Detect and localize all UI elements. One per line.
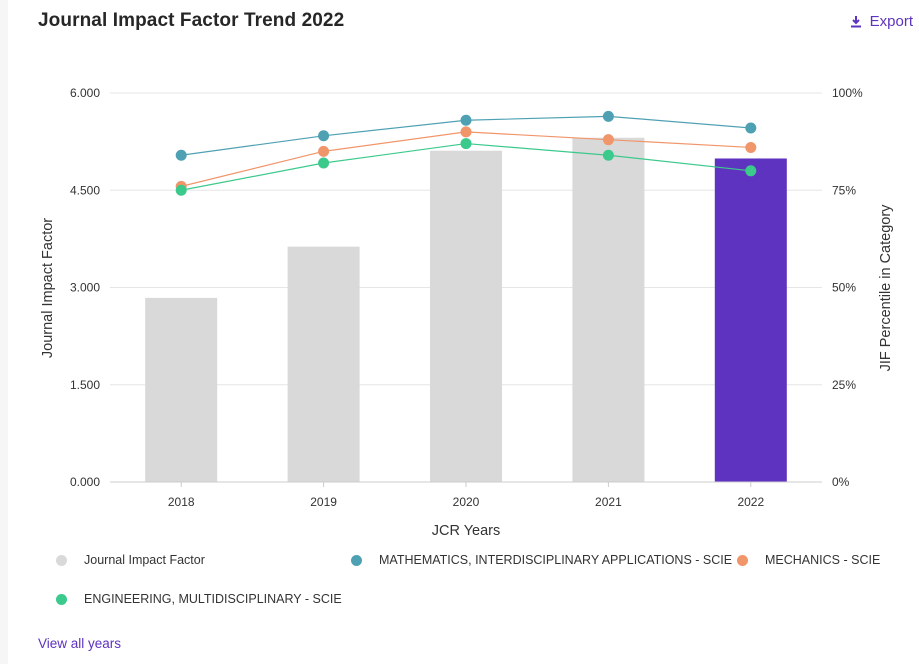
x-tick-label: 2018 [168, 495, 195, 509]
y2-tick-label: 0% [832, 475, 850, 489]
y-tick-label: 6.000 [70, 86, 100, 100]
export-label: Export [869, 13, 913, 30]
series-point-2-2018[interactable] [175, 184, 187, 196]
series-point-1-2019[interactable] [318, 145, 330, 157]
series-point-0-2019[interactable] [318, 130, 330, 142]
legend-dot [56, 554, 67, 566]
export-button[interactable]: Export [850, 13, 913, 30]
series-point-2-2019[interactable] [318, 157, 330, 169]
series-points [175, 110, 757, 196]
y-tick-label: 0.000 [70, 475, 100, 489]
y2-tick-label: 100% [832, 86, 863, 100]
legend-item-math[interactable]: MATHEMATICS, INTERDISCIPLINARY APPLICATI… [351, 553, 732, 567]
series-point-2-2022[interactable] [745, 165, 757, 177]
y2-tick-label: 50% [832, 281, 856, 295]
series-point-1-2020[interactable] [460, 126, 472, 138]
x-axis-label: JCR Years [432, 523, 501, 539]
y-tick-label: 4.500 [70, 183, 100, 197]
y2-tick-label: 75% [832, 183, 856, 197]
bar-2019[interactable] [287, 246, 360, 482]
series-point-0-2021[interactable] [602, 110, 614, 122]
series-point-0-2022[interactable] [745, 122, 757, 134]
x-tick-label: 2022 [737, 495, 764, 509]
bars [145, 137, 787, 483]
y-tick-label: 3.000 [70, 281, 100, 295]
legend-label: ENGINEERING, MULTIDISCIPLINARY - SCIE [84, 592, 342, 606]
legend-item-mechanics[interactable]: MECHANICS - SCIE [737, 553, 880, 567]
y-axis-label: Journal Impact Factor [40, 218, 56, 358]
bar-2018[interactable] [145, 297, 218, 482]
series-point-2-2020[interactable] [460, 138, 472, 150]
y-tick-label: 1.500 [70, 378, 100, 392]
x-tick-label: 2020 [453, 495, 480, 509]
legend-label: MECHANICS - SCIE [765, 553, 881, 567]
legend-dot [56, 593, 67, 605]
bar-2020[interactable] [430, 150, 502, 482]
series-point-0-2020[interactable] [460, 114, 472, 126]
series-point-1-2022[interactable] [745, 141, 757, 153]
legend-dot [737, 554, 748, 566]
axes: 0.000 1.500 3.000 4.500 6.000 0% 25% 50% 75% 100%… [70, 86, 863, 509]
legend-dot [351, 554, 362, 566]
x-tick-label: 2019 [310, 495, 337, 509]
download-icon [850, 15, 862, 28]
legend-label: MATHEMATICS, INTERDISCIPLINARY APPLICATI… [379, 553, 733, 567]
bar-2022[interactable] [714, 158, 787, 482]
view-all-years-link[interactable]: View all years [38, 636, 122, 651]
chart-title: Journal Impact Factor Trend 2022 [38, 10, 345, 31]
y2-tick-label: 25% [832, 378, 856, 392]
y2-axis-label: JIF Percentile in Category [878, 204, 894, 372]
series-point-2-2021[interactable] [602, 149, 614, 161]
left-gutter [0, 0, 8, 664]
bar-2021[interactable] [572, 137, 645, 483]
chart-canvas: 0.000 1.500 3.000 4.500 6.000 0% 25% 50% 75% 100%… [40, 86, 894, 539]
x-tick-label: 2021 [595, 495, 622, 509]
series-point-0-2018[interactable] [175, 149, 187, 161]
legend-item-jif[interactable]: Journal Impact Factor [56, 553, 205, 567]
series-point-1-2021[interactable] [602, 134, 614, 146]
legend-label: Journal Impact Factor [84, 553, 205, 567]
legend-item-engineering[interactable]: ENGINEERING, MULTIDISCIPLINARY - SCIE [56, 592, 342, 606]
